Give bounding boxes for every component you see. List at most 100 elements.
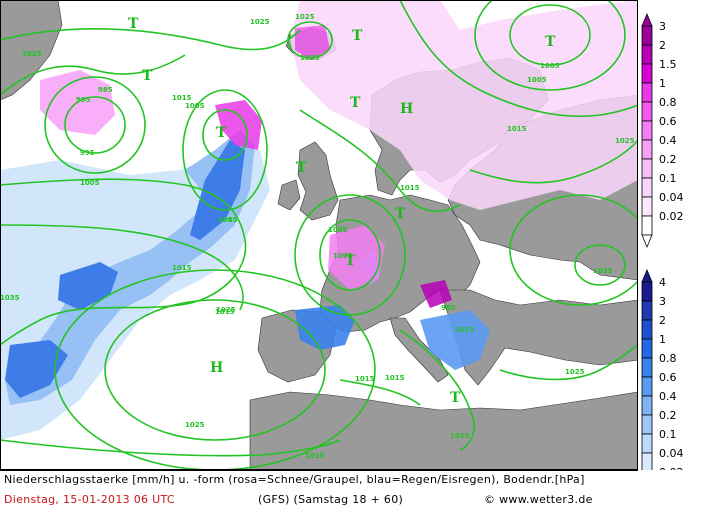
snow-area-heavy-2: [420, 280, 452, 308]
isobar-label: 1015: [450, 432, 470, 440]
map-frame: [0, 0, 638, 470]
isobar: [299, 109, 461, 212]
rain-swatch: [641, 300, 653, 321]
snow-level-label: 3: [659, 20, 666, 33]
low-pressure-marker: T: [352, 28, 363, 44]
snow-area-heavy-1: [215, 100, 262, 150]
rain-swatch: [641, 414, 653, 435]
low-pressure-marker: T: [216, 125, 227, 141]
isobar-low-2: [202, 109, 248, 161]
isobar-label: 995: [76, 96, 91, 104]
rain-level-label: 0.02: [659, 466, 684, 470]
rain-precip-group: [0, 130, 490, 440]
caption-model: (GFS) (Samstag 18 + 60): [258, 493, 404, 506]
isobar-label: 985: [98, 86, 113, 94]
snow-swatch: [641, 25, 653, 46]
isobar-label: 1015: [507, 125, 527, 133]
snow-arrow-top: [641, 12, 653, 27]
isobar-high-east: [574, 244, 626, 286]
caption-title: Niederschlagsstaerke [mm/h] u. -form (ro…: [4, 473, 585, 486]
snow-level-label: 1: [659, 77, 666, 90]
isobar-label: 995: [441, 304, 456, 312]
low-pressure-marker: T: [345, 253, 356, 269]
snow-swatch: [641, 139, 653, 160]
snow-area-north: [290, 0, 638, 210]
snow-level-label: 1.5: [659, 58, 677, 71]
legend-canvas: 3 2 1.5 1 0.8 0.6 0.4 0.2 0.1 0.04 0.02 4 3 2 1 0.8 0.6…: [641, 12, 684, 505]
snow-swatch: [641, 82, 653, 103]
snow-level-label: 0.2: [659, 153, 677, 166]
rain-color-scale: 4 3 2 1 0.8 0.6 0.4 0.2 0.1 0.04 0.02: [641, 268, 684, 505]
rain-level-label: 4: [659, 276, 666, 289]
isobar-label: 1025: [216, 306, 236, 314]
high-pressure-marker: H: [210, 360, 223, 376]
isobar-label: 1025: [615, 137, 635, 145]
isobar: [0, 439, 341, 457]
isobar-low-central: [319, 219, 381, 291]
isobar-iceland: [287, 21, 333, 59]
isobar-label: 1015: [215, 308, 235, 316]
rain-arrow-top: [641, 268, 653, 283]
isobar: [0, 224, 244, 311]
isobar-label: 1015: [455, 326, 475, 334]
isobar-label: 1015: [400, 184, 420, 192]
snow-swatch: [641, 177, 653, 198]
rain-swatch: [641, 376, 653, 397]
weather-map: 1025 1015 1005 995 985 995 1005 1015 101…: [0, 0, 651, 471]
snow-level-label: 0.02: [659, 210, 684, 223]
rain-level-label: 1: [659, 333, 666, 346]
rain-level-label: 2: [659, 314, 666, 327]
isobar-low-2b: [182, 89, 268, 211]
isobar: [469, 139, 639, 184]
isobar: [399, 329, 475, 451]
isobar-label: 1015: [385, 374, 405, 382]
isobar: [339, 379, 421, 406]
low-pressure-marker: T: [395, 206, 406, 222]
isobar-label: 1035: [300, 54, 320, 62]
isobar: [399, 0, 639, 118]
rain-level-label: 0.04: [659, 447, 684, 460]
rain-swatch: [641, 395, 653, 416]
rain-level-label: 0.4: [659, 390, 677, 403]
snow-area-central: [328, 225, 385, 290]
snow-level-label: 0.8: [659, 96, 677, 109]
low-pressure-marker: T: [450, 390, 461, 406]
isobar-low-1: [64, 96, 126, 154]
isobar-label: 1015: [355, 375, 375, 383]
low-pressure-marker: T: [350, 95, 361, 111]
snow-level-label: 0.04: [659, 191, 684, 204]
isobar-label: 1025: [250, 18, 270, 26]
isobar-label: 1035: [593, 267, 613, 275]
pressure-center-group: T T T T T T T H H T T T: [128, 16, 556, 406]
snow-swatch: [641, 101, 653, 122]
rain-area-italy: [420, 310, 490, 370]
isobar-label: 1025: [305, 452, 325, 460]
isobar-high-azores: [104, 299, 326, 441]
low-pressure-marker: T: [142, 68, 153, 84]
rain-area-iberia: [295, 305, 355, 350]
rain-swatch: [641, 452, 653, 473]
isobar-label-group: 1025 1015 1005 995 985 995 1005 1015 101…: [0, 13, 635, 460]
rain-level-label: 3: [659, 295, 666, 308]
isobar-low-north: [509, 4, 591, 66]
rain-swatch: [641, 433, 653, 454]
rain-area-medium: [5, 130, 255, 405]
snow-swatch: [641, 196, 653, 217]
isobar-label: 1005: [328, 226, 348, 234]
isobar-label: 1025: [295, 13, 315, 21]
rain-swatch: [641, 281, 653, 302]
rain-level-label: 0.6: [659, 371, 677, 384]
rain-swatch: [641, 338, 653, 359]
snow-swatch: [641, 158, 653, 179]
rain-area-heavy-1: [190, 140, 245, 240]
isobar-label: 1025: [565, 368, 585, 376]
snow-level-label: 2: [659, 39, 666, 52]
low-pressure-marker: T: [128, 16, 139, 32]
rain-swatch: [641, 357, 653, 378]
low-pressure-marker: T: [545, 34, 556, 50]
greenland: [0, 0, 63, 101]
isobar-label: 1005: [527, 76, 547, 84]
snow-swatch: [641, 215, 653, 236]
isobar: [499, 344, 639, 381]
legend-panel: 3 2 1.5 1 0.8 0.6 0.4 0.2 0.1 0.04 0.02 4 3 2 1 0.8 0.6…: [638, 0, 704, 505]
